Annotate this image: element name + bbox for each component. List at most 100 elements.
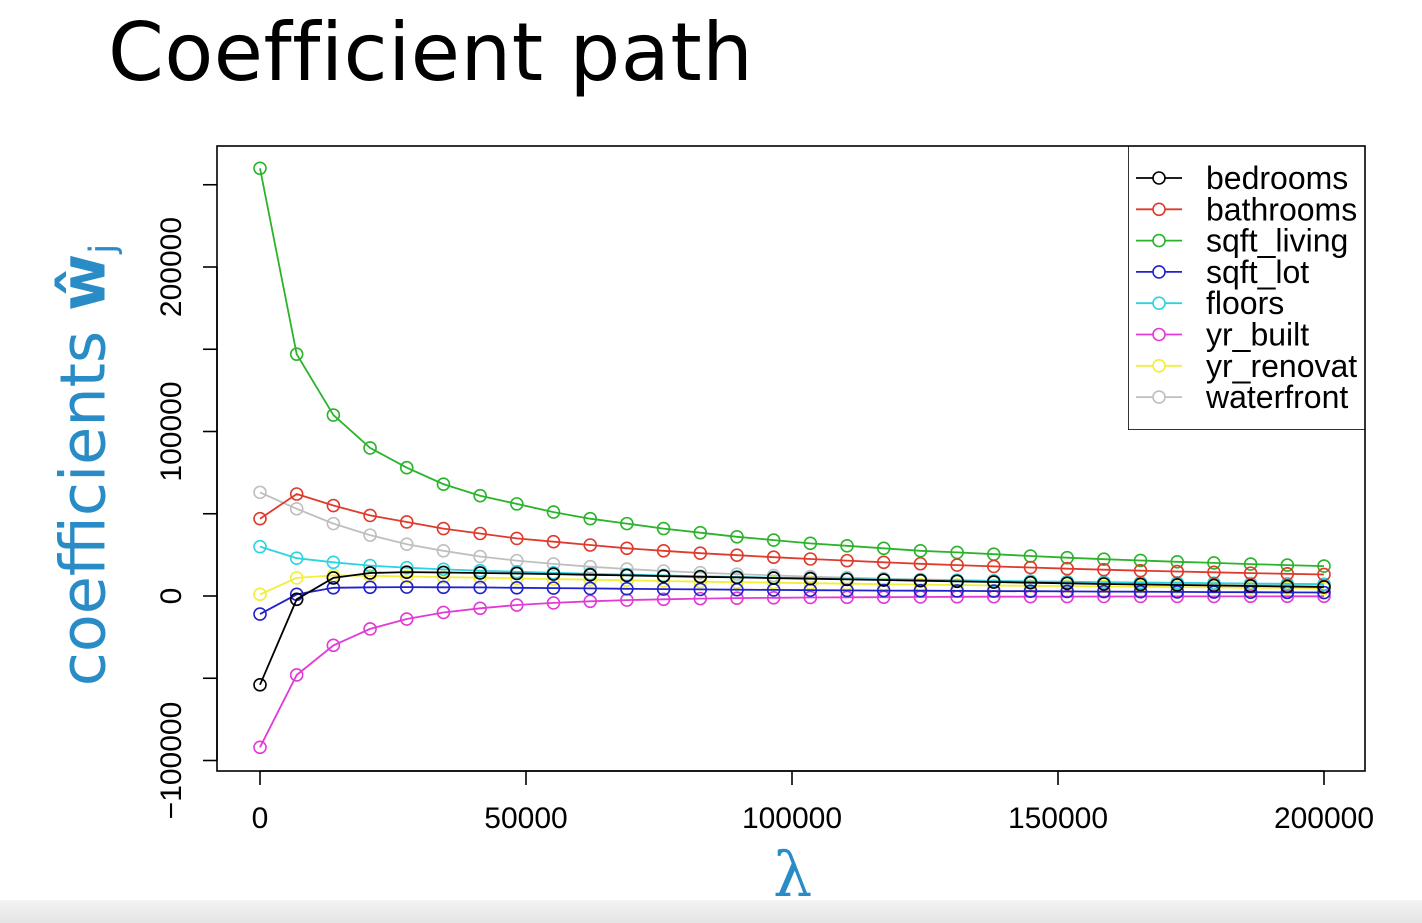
data-point [803, 576, 818, 590]
data-point [1060, 550, 1074, 565]
series-line [259, 493, 1325, 576]
legend-item: waterfront [1136, 379, 1348, 415]
data-point [766, 575, 781, 590]
data-point [326, 638, 341, 653]
data-point [399, 515, 414, 529]
legend-marker [1152, 296, 1166, 311]
legend-label: sqft_lot [1206, 254, 1309, 290]
data-point [326, 555, 341, 570]
x-tick-label: 50000 [484, 802, 567, 835]
data-point [766, 571, 781, 585]
legend-label: bedrooms [1206, 160, 1348, 196]
legend-label: waterfront [1205, 379, 1348, 415]
x-axis-label: λ [773, 838, 813, 911]
data-point [510, 598, 524, 612]
data-point [1170, 564, 1185, 579]
data-point [363, 558, 377, 573]
data-point [436, 565, 451, 580]
data-point [1133, 553, 1148, 568]
series-waterfront [253, 485, 1331, 592]
data-point [1023, 560, 1038, 575]
data-point [1280, 579, 1295, 594]
data-point [363, 622, 377, 636]
data-point [950, 558, 964, 572]
data-point [986, 584, 1001, 598]
series-bedrooms [253, 565, 1331, 692]
data-point [1097, 584, 1111, 599]
data-point [253, 587, 267, 602]
y-tick-label: 200000 [155, 217, 188, 317]
data-point [473, 566, 487, 580]
data-point [693, 565, 708, 580]
y-axis: −100000 0 100000 200000 [155, 183, 218, 820]
data-point [620, 516, 634, 531]
data-point [1023, 575, 1038, 590]
data-point [583, 538, 598, 552]
data-point [510, 580, 524, 595]
data-point [1060, 576, 1074, 591]
data-point [473, 580, 487, 595]
legend-marker [1152, 358, 1166, 373]
data-point [1243, 589, 1258, 604]
data-point [1023, 584, 1038, 599]
data-point [399, 460, 414, 475]
data-point [1317, 580, 1331, 594]
legend-box [1128, 146, 1365, 430]
slide-title: Coefficient path [108, 6, 754, 99]
data-point [289, 571, 304, 585]
data-point [583, 594, 598, 609]
data-point [656, 569, 671, 583]
bottom-bar [0, 900, 1422, 923]
legend-marker [1152, 265, 1166, 279]
data-point [1243, 579, 1258, 593]
data-point [436, 521, 451, 536]
legend-item: bedrooms [1136, 160, 1348, 196]
x-tick-label: 200000 [1274, 802, 1374, 835]
data-point [1280, 558, 1295, 572]
data-point [950, 584, 964, 598]
series-sqft_lot [253, 580, 1331, 621]
data-point [840, 553, 854, 568]
data-point [473, 601, 487, 616]
data-point [363, 441, 377, 455]
series-yr_built [253, 589, 1331, 755]
data-point [326, 408, 341, 422]
data-point [1133, 584, 1148, 599]
data-point [583, 581, 598, 596]
x-axis: 0 50000 100000 150000 200000 [252, 770, 1374, 835]
data-point [363, 566, 377, 580]
data-point [620, 581, 634, 596]
data-point [803, 571, 818, 586]
data-point [253, 539, 267, 554]
legend-item: yr_renovat [1136, 348, 1357, 384]
data-point [583, 567, 598, 582]
data-point [656, 543, 671, 558]
data-point [1317, 559, 1331, 573]
data-point [253, 511, 267, 526]
data-point [363, 528, 377, 542]
data-point [803, 536, 818, 551]
data-point [876, 583, 891, 598]
data-point [473, 526, 487, 541]
data-point [289, 551, 304, 565]
data-point [436, 543, 451, 558]
data-point [656, 521, 671, 536]
data-point [913, 583, 928, 598]
data-point [326, 516, 341, 531]
data-point [546, 567, 561, 581]
data-point [253, 678, 267, 692]
legend-marker [1152, 390, 1166, 404]
data-point [510, 497, 524, 511]
data-point [1170, 554, 1185, 569]
legend-item: sqft_living [1136, 223, 1348, 259]
legend-item: bathrooms [1136, 191, 1357, 227]
data-point [1097, 562, 1111, 577]
data-point [730, 548, 744, 563]
data-point [253, 485, 267, 500]
legend-label: bathrooms [1206, 191, 1357, 227]
y-tick-label: −100000 [155, 702, 188, 820]
data-point [399, 569, 414, 584]
data-point [363, 508, 377, 523]
data-point [436, 570, 451, 584]
data-point [546, 505, 561, 519]
